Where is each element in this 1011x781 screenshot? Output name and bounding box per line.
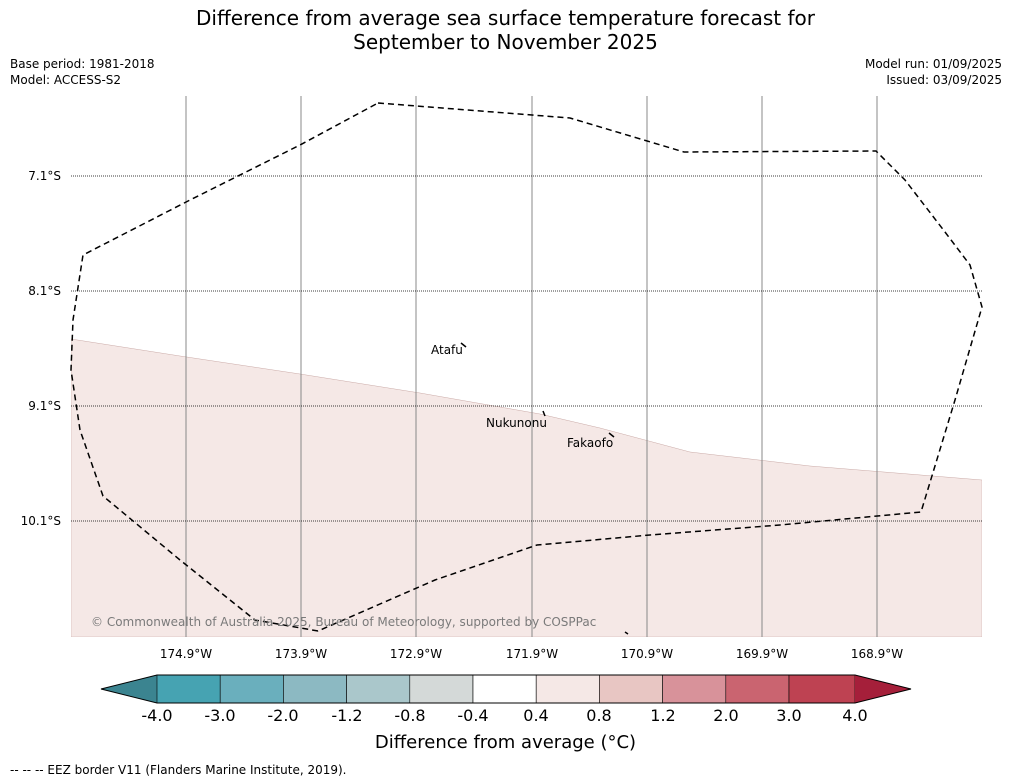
colorbar-tick: 1.2 bbox=[650, 706, 676, 725]
colorbar-arrow-high bbox=[855, 675, 911, 703]
place-label-nukunonu: Nukunonu bbox=[486, 416, 547, 430]
colorbar-tick: 4.0 bbox=[842, 706, 868, 725]
colorbar-tick: -4.0 bbox=[141, 706, 173, 725]
colorbar-tick: -1.2 bbox=[331, 706, 363, 725]
lat-label-7-1: 7.1°S bbox=[28, 169, 61, 183]
base-period: Base period: 1981-2018 bbox=[10, 57, 155, 71]
colorbar-segment-9 bbox=[662, 674, 727, 704]
colorbar-tick: -0.8 bbox=[394, 706, 426, 725]
lon-label-172-9: 172.9°W bbox=[389, 647, 443, 661]
model-run: Model run: 01/09/2025 bbox=[864, 57, 1002, 71]
lon-label-170-9: 170.9°W bbox=[620, 647, 674, 661]
lat-label-8-1: 8.1°S bbox=[28, 284, 61, 298]
colorbar-segment-4 bbox=[346, 674, 411, 704]
colorbar-arrow-low bbox=[101, 675, 157, 703]
nukunonu-island bbox=[542, 410, 546, 417]
colorbar-segment-2 bbox=[219, 674, 284, 704]
colorbar-tick: 0.8 bbox=[586, 706, 612, 725]
lat-label-10-1: 10.1°S bbox=[20, 514, 61, 528]
colorbar-tick: -3.0 bbox=[204, 706, 236, 725]
colorbar-tick: -2.0 bbox=[267, 706, 299, 725]
colorbar-label: Difference from average (°C) bbox=[374, 732, 637, 753]
lon-label-174-9: 174.9°W bbox=[159, 647, 213, 661]
eez-border-legend: -- -- -- EEZ border V11 (Flanders Marine… bbox=[10, 763, 347, 777]
atafu-island bbox=[460, 342, 467, 348]
issued-date: Issued: 03/09/2025 bbox=[886, 73, 1002, 87]
title-line-2: September to November 2025 bbox=[353, 30, 658, 54]
lon-label-168-9: 168.9°W bbox=[850, 647, 904, 661]
lon-label-171-9: 171.9°W bbox=[505, 647, 559, 661]
colorbar-segment-1 bbox=[156, 674, 221, 704]
colorbar-tick: -0.4 bbox=[457, 706, 489, 725]
colorbar-segment-6 bbox=[472, 674, 537, 704]
colorbar-tick: 2.0 bbox=[713, 706, 739, 725]
colorbar-segment-10 bbox=[725, 674, 790, 704]
colorbar-segment-3 bbox=[283, 674, 347, 704]
meta-left: Base period: 1981-2018 Model: ACCESS-S2 bbox=[10, 56, 155, 88]
place-label-fakaofo: Fakaofo bbox=[567, 436, 613, 450]
model-name: Model: ACCESS-S2 bbox=[10, 73, 122, 87]
meta-right: Model run: 01/09/2025 Issued: 03/09/2025 bbox=[865, 56, 1002, 88]
lon-label-169-9: 169.9°W bbox=[735, 647, 789, 661]
fakaofo-island bbox=[608, 432, 615, 438]
place-label-atafu: Atafu bbox=[431, 343, 463, 357]
anomaly-shaded-region bbox=[71, 338, 982, 637]
colorbar-segment-8 bbox=[599, 674, 663, 704]
colorbar bbox=[100, 674, 912, 704]
title-line-1: Difference from average sea surface temp… bbox=[195, 6, 815, 30]
copyright-notice: © Commonwealth of Australia 2025, Bureau… bbox=[91, 615, 597, 629]
eez-border bbox=[70, 102, 983, 632]
colorbar-segment-7 bbox=[535, 674, 600, 704]
colorbar-tick: 0.4 bbox=[523, 706, 549, 725]
colorbar-segment-5 bbox=[409, 674, 474, 704]
colorbar-segment-11 bbox=[788, 674, 856, 704]
meridian-lines bbox=[185, 96, 878, 637]
lon-label-173-9: 173.9°W bbox=[274, 647, 328, 661]
colorbar-outline bbox=[100, 674, 912, 704]
colorbar-tick: 3.0 bbox=[776, 706, 802, 725]
swains-island bbox=[624, 631, 629, 635]
chart-title: Difference from average sea surface temp… bbox=[0, 6, 1011, 54]
lat-label-9-1: 9.1°S bbox=[28, 399, 61, 413]
